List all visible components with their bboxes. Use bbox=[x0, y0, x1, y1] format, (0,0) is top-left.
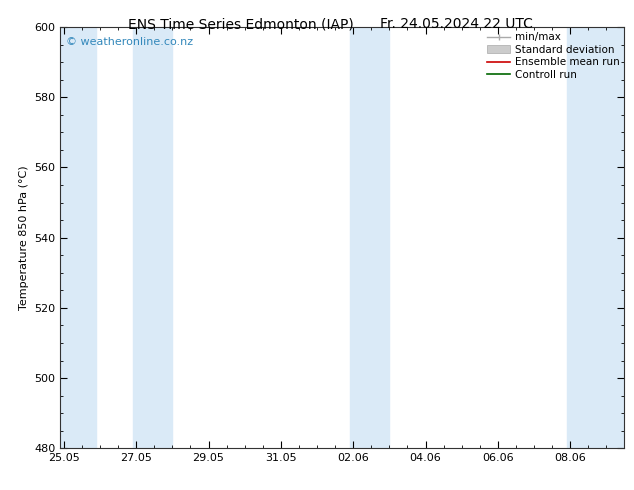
Text: Fr. 24.05.2024 22 UTC: Fr. 24.05.2024 22 UTC bbox=[380, 17, 533, 31]
Legend: min/max, Standard deviation, Ensemble mean run, Controll run: min/max, Standard deviation, Ensemble me… bbox=[486, 30, 621, 82]
Y-axis label: Temperature 850 hPa (°C): Temperature 850 hPa (°C) bbox=[18, 165, 29, 310]
Bar bbox=[133, 27, 172, 448]
Text: © weatheronline.co.nz: © weatheronline.co.nz bbox=[66, 38, 193, 48]
Text: ENS Time Series Edmonton (IAP): ENS Time Series Edmonton (IAP) bbox=[128, 17, 354, 31]
Bar bbox=[60, 27, 96, 448]
Bar bbox=[567, 27, 624, 448]
Bar bbox=[349, 27, 389, 448]
